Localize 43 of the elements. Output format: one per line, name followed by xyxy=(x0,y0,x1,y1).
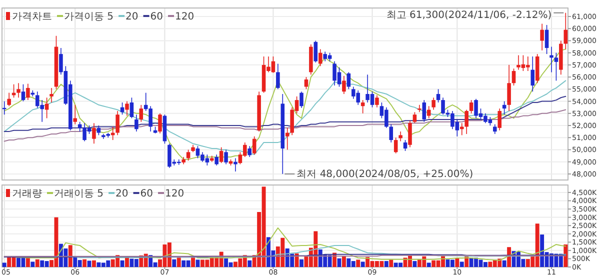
bar xyxy=(300,259,304,267)
bar xyxy=(460,262,464,267)
legend-label: 20 xyxy=(126,12,138,22)
legend-label: 거래량 xyxy=(12,188,42,200)
bar xyxy=(564,244,568,267)
legend-label: 가격차트 xyxy=(12,12,52,22)
legend-label: 20 xyxy=(116,188,128,200)
bar xyxy=(412,261,417,267)
bar xyxy=(68,245,72,267)
legend-label: 60 xyxy=(150,12,164,22)
bar xyxy=(455,258,460,267)
annotation: 최고 61,300(2024/11/06, -2.12%) xyxy=(386,10,552,21)
legend-label: 60 xyxy=(140,188,154,200)
bar xyxy=(30,262,35,267)
legend-label: 가격이동 5 xyxy=(64,12,114,22)
bar xyxy=(176,258,181,267)
bar xyxy=(483,262,488,267)
legend-label: 거래이동 5 xyxy=(54,188,104,200)
bar xyxy=(342,256,346,267)
bar xyxy=(196,260,200,267)
bar xyxy=(120,260,124,267)
bar xyxy=(172,259,176,267)
bar xyxy=(464,256,469,267)
bar xyxy=(26,258,30,267)
bar xyxy=(87,260,92,267)
bar xyxy=(35,259,40,267)
bar xyxy=(125,257,129,267)
bar xyxy=(2,262,6,267)
bar xyxy=(82,259,87,267)
bar xyxy=(92,260,96,267)
annotation: 최저 48,000(2024/08/05, +25.00%) xyxy=(296,168,474,180)
legend-label: 120 xyxy=(165,188,184,200)
bar xyxy=(356,260,360,267)
bar xyxy=(389,260,394,267)
bar xyxy=(224,258,228,267)
bar xyxy=(360,262,365,267)
bar xyxy=(248,260,252,267)
legend-label: 120 xyxy=(175,12,194,22)
bar xyxy=(384,261,388,267)
bar xyxy=(426,262,431,267)
bar xyxy=(366,257,370,267)
bar xyxy=(191,258,196,267)
bar xyxy=(502,260,506,267)
